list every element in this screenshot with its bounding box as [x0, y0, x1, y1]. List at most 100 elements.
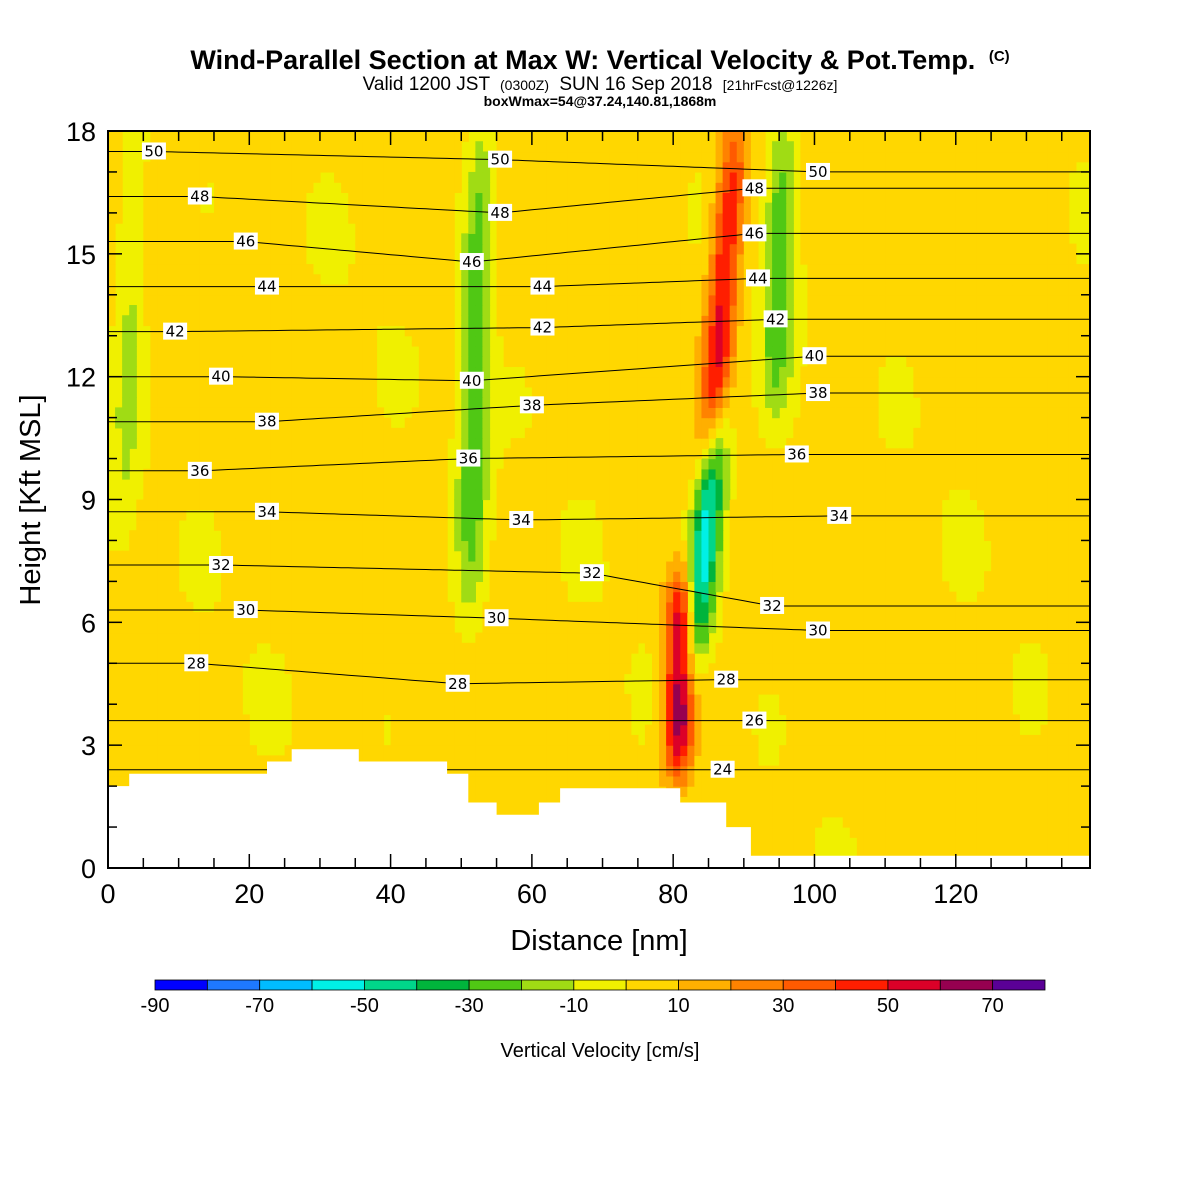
- vv-cell: [355, 683, 363, 695]
- vv-cell: [531, 479, 540, 490]
- vv-cell: [517, 734, 526, 746]
- vv-cell: [454, 755, 462, 767]
- vv-cell: [468, 540, 476, 552]
- vv-cell: [157, 540, 166, 552]
- vv-cell: [1082, 837, 1090, 849]
- vv-cell: [425, 704, 434, 716]
- vv-cell: [510, 775, 519, 787]
- vv-cell: [602, 458, 611, 470]
- vv-cell: [701, 560, 710, 572]
- vv-cell: [228, 509, 236, 521]
- vv-cell: [517, 591, 526, 603]
- vv-cell: [291, 683, 300, 695]
- vv-cell: [157, 724, 166, 736]
- vv-cell: [468, 479, 476, 490]
- vv-cell: [524, 724, 533, 736]
- vv-cell: [531, 612, 540, 623]
- vv-cell: [651, 673, 660, 685]
- vv-cell: [171, 622, 180, 634]
- vv-cell: [680, 499, 688, 511]
- vv-cell: [892, 745, 900, 757]
- vv-cell: [369, 714, 378, 726]
- vv-cell: [517, 489, 526, 501]
- vv-cell: [1026, 745, 1035, 757]
- vv-cell: [553, 550, 561, 562]
- vv-cell: [213, 704, 222, 716]
- vv-cell: [1047, 714, 1056, 726]
- vv-cell: [383, 489, 392, 501]
- vv-cell: [694, 642, 703, 654]
- vv-cell: [786, 693, 794, 705]
- vv-cell: [1061, 745, 1070, 757]
- vv-cell: [701, 601, 710, 613]
- vv-cell: [581, 612, 590, 623]
- vv-cell: [418, 571, 427, 582]
- vv-cell: [772, 622, 780, 634]
- vv-cell: [1033, 806, 1042, 818]
- vv-cell: [588, 622, 597, 634]
- vv-cell: [560, 775, 568, 787]
- vv-cell: [757, 642, 766, 654]
- vv-cell: [122, 571, 130, 582]
- vv-cell: [595, 673, 604, 685]
- vv-cell: [651, 581, 660, 593]
- vv-cell: [1047, 653, 1056, 664]
- vv-cell: [666, 734, 674, 746]
- vv-cell: [863, 714, 872, 726]
- vv-cell: [503, 786, 512, 797]
- vv-cell: [743, 601, 752, 613]
- vv-cell: [807, 571, 816, 582]
- vv-cell: [609, 734, 618, 746]
- vv-cell: [235, 468, 243, 480]
- vv-cell: [779, 837, 787, 849]
- vv-cell: [1019, 560, 1028, 572]
- vv-cell: [680, 693, 688, 705]
- vv-cell: [468, 693, 476, 705]
- vv-cell: [934, 479, 943, 490]
- vv-cell: [991, 530, 999, 542]
- vv-cell: [863, 816, 872, 828]
- vv-cell: [984, 632, 992, 644]
- vv-cell: [779, 847, 787, 859]
- vv-cell: [390, 591, 399, 603]
- vv-cell: [821, 796, 830, 808]
- vv-cell: [969, 734, 978, 746]
- vv-cell: [729, 581, 738, 593]
- vv-cell: [581, 734, 590, 746]
- vv-cell: [1068, 724, 1077, 736]
- vv-cell: [312, 663, 321, 675]
- vv-cell: [228, 755, 236, 767]
- vv-cell: [715, 479, 724, 490]
- vv-cell: [143, 765, 151, 777]
- vv-cell: [1012, 591, 1020, 603]
- vv-cell: [849, 683, 858, 695]
- vv-cell: [206, 489, 215, 501]
- vv-cell: [962, 704, 971, 716]
- vv-cell: [984, 509, 992, 521]
- vv-cell: [991, 673, 999, 685]
- vv-cell: [772, 673, 780, 685]
- vv-cell: [143, 724, 151, 736]
- vv-cell: [637, 745, 646, 757]
- vv-cell: [920, 693, 929, 705]
- vv-cell: [489, 550, 498, 562]
- vv-cell: [1075, 827, 1084, 838]
- vv-cell: [913, 827, 922, 838]
- vv-cell: [885, 479, 893, 490]
- vv-cell: [178, 724, 187, 736]
- vv-cell: [305, 479, 314, 490]
- vv-cell: [623, 509, 632, 521]
- vv-cell: [341, 724, 349, 736]
- vv-cell: [136, 622, 144, 634]
- vv-cell: [955, 704, 964, 716]
- vv-cell: [496, 745, 505, 757]
- vv-cell: [828, 612, 837, 623]
- vv-cell: [185, 622, 194, 634]
- vv-cell: [524, 540, 533, 552]
- vv-cell: [969, 816, 978, 828]
- vv-cell: [736, 530, 745, 542]
- vv-cell: [701, 704, 710, 716]
- vv-cell: [779, 458, 787, 470]
- vv-cell: [835, 479, 844, 490]
- vv-cell: [553, 571, 561, 582]
